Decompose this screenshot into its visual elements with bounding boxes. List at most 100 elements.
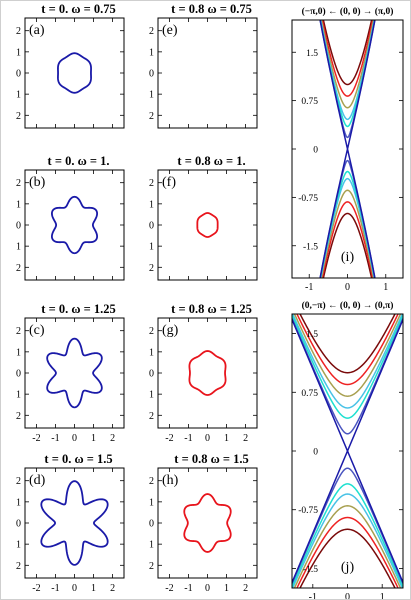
y-tick-label: 2 [16, 561, 21, 572]
panel-i: (−π,0) ← (0, 0) → (π,0) (i) 1.5 0.75 0 -0.75 -… [291, 6, 404, 293]
panel-j: (0,−π) ← (0, 0) → (0,π) (j) 1.5 0.75 0 -0.75 -… [291, 300, 404, 600]
series-line-lower [319, 159, 376, 278]
panel-g: t = 0.8 ω = 1.25 (g) 2 1 0 1 2 -2 -1 0 1 2 [149, 302, 258, 444]
x-tick-label: -1 [51, 433, 59, 444]
y-tick-label: 2 [149, 476, 154, 487]
y-tick-label: 0 [313, 448, 318, 458]
x-tick-label: 2 [110, 583, 115, 594]
x-tick-label: 0 [345, 592, 350, 600]
panel-b: t = 0. ω = 1.(b) 2 1 0 1 2 [16, 154, 125, 281]
panel-d: t = 0. ω = 1.5 (d) 2 1 0 1 2 -2 -1 0 1 2 [16, 452, 125, 594]
y-tick-label: 2 [16, 111, 21, 122]
x-tick-label: 2 [110, 433, 115, 444]
panel-title: (0,−π) ← (0, 0) → (0,π) [302, 300, 394, 311]
panel-label: (a) [29, 23, 45, 38]
y-tick-label: 1 [16, 497, 21, 508]
series-line [46, 337, 103, 409]
series-line-upper [292, 314, 403, 409]
panel-label-bg [334, 246, 361, 266]
panel-title: t = 0. ω = 1.5 [44, 452, 112, 466]
x-tick-label: 1 [224, 583, 229, 594]
x-tick-label: -2 [32, 583, 40, 594]
panel-label: (b) [29, 175, 46, 190]
y-tick-label: 2 [16, 411, 21, 422]
y-tick-label: 0 [16, 519, 21, 530]
band-curves [292, 314, 403, 588]
y-tick-label: -0.75 [298, 194, 318, 204]
x-tick-label: 1 [91, 433, 96, 444]
series-line-lower [299, 528, 396, 588]
series-line [57, 52, 92, 94]
series-line [188, 350, 227, 396]
series-line-lower [292, 483, 403, 587]
panel-title: t = 0.8 ω = 1. [177, 154, 245, 168]
y-tick-label: 0.75 [301, 97, 318, 107]
y-tick-label: 1 [16, 540, 21, 551]
x-tick-label: -2 [165, 583, 173, 594]
x-tick-label: 1 [224, 433, 229, 444]
series-line-lower [319, 177, 376, 278]
x-tick-label: 0 [345, 282, 350, 293]
y-tick-label: 0.75 [301, 389, 318, 399]
y-tick-label: 1 [16, 242, 21, 253]
panel-c: t = 0. ω = 1.25 (c) 2 1 0 1 2 -2 -1 0 1 2 [16, 302, 125, 444]
x-tick-label: 1 [91, 583, 96, 594]
panel-title: t = 0. ω = 1.25 [41, 302, 115, 316]
panel-label: (e) [162, 23, 178, 38]
series-line-upper [319, 20, 376, 128]
x-tick-label: -1 [305, 282, 313, 293]
series-line-upper [293, 314, 402, 397]
panel-label: (f) [162, 175, 176, 190]
panel-title: (−π,0) ← (0, 0) → (π,0) [302, 6, 394, 17]
series-line [183, 493, 232, 553]
x-tick-label: -2 [32, 433, 40, 444]
x-tick-label: -1 [184, 583, 192, 594]
y-tick-label: 1 [16, 199, 21, 210]
series-line-upper [319, 20, 376, 121]
y-tick-label: 0 [149, 69, 154, 80]
panel-label: (i) [341, 250, 355, 265]
panel-h: t = 0.8 ω = 1.5 (h) 2 1 0 1 2 -2 -1 0 1 2 [149, 452, 258, 594]
series-line [196, 212, 219, 238]
y-tick-label: 1 [149, 242, 154, 253]
band-curves [319, 20, 376, 278]
y-tick-label: 0 [149, 369, 154, 380]
y-tick-label: 2 [16, 178, 21, 189]
series-line-lower [320, 189, 375, 278]
y-tick-label: -1.5 [303, 242, 318, 252]
y-tick-label: 2 [16, 26, 21, 37]
y-tick-label: 1 [149, 47, 154, 58]
panel-e: t = 0.8 ω = 0.75 (e) 2 1 0 1 2 [149, 2, 258, 129]
y-tick-label: 0 [313, 146, 318, 156]
y-tick-label: 2 [16, 263, 21, 274]
panel-title: t = 0.8 ω = 1.5 [174, 452, 248, 466]
series-line-upper [322, 20, 373, 86]
y-tick-label: -0.75 [298, 506, 318, 516]
x-tick-label: 2 [243, 583, 248, 594]
x-tick-label: -2 [165, 433, 173, 444]
y-tick-label: 2 [149, 26, 154, 37]
y-tick-label: 2 [149, 263, 154, 274]
series-line-lower [292, 449, 403, 583]
y-tick-label: 1 [16, 47, 21, 58]
panel-title: t = 0.8 ω = 1.25 [171, 302, 252, 316]
series-line-upper [320, 20, 375, 109]
y-tick-label: 2 [149, 411, 154, 422]
y-tick-label: 1 [16, 90, 21, 101]
panel-f: t = 0.8 ω = 1.(f) 2 1 0 1 2 [149, 154, 258, 281]
y-tick-label: 2 [149, 178, 154, 189]
x-tick-label: -1 [309, 592, 317, 600]
y-tick-label: 1 [149, 199, 154, 210]
y-tick-label: -1.5 [303, 565, 318, 575]
y-tick-label: 2 [149, 561, 154, 572]
series-line [51, 195, 98, 255]
series-line-upper [299, 314, 396, 374]
x-tick-label: -1 [51, 583, 59, 594]
y-tick-label: 1 [16, 390, 21, 401]
series-line-lower [296, 516, 399, 588]
y-tick-label: 2 [16, 476, 21, 487]
series-line-lower [319, 170, 376, 278]
series-line-upper [292, 315, 403, 419]
series-line-lower [321, 201, 374, 278]
